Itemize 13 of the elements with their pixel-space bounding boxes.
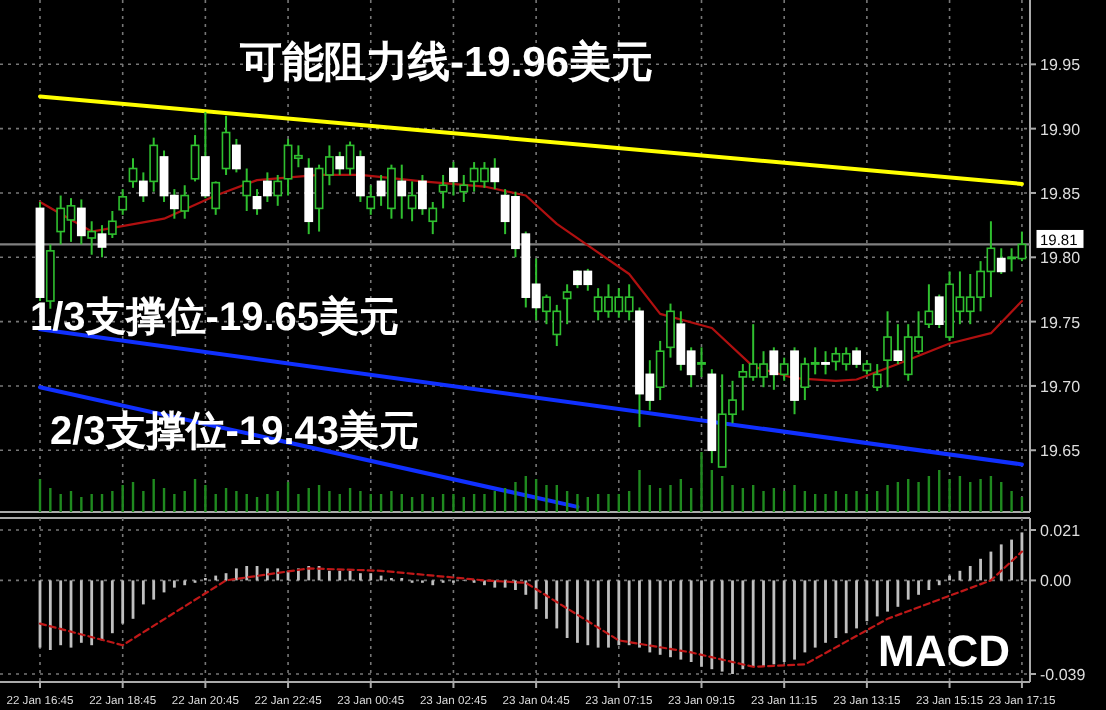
y-tick-label: 0.00	[1040, 572, 1073, 591]
text: MACD	[878, 626, 1010, 676]
y-tick-label: 19.95	[1040, 56, 1082, 75]
y-tick-label: 19.85	[1040, 184, 1082, 203]
y-tick-label: 19.90	[1040, 120, 1082, 139]
y-tick-label: 19.75	[1040, 313, 1082, 332]
series-label: 1/3支撑位-19.65美元	[30, 296, 400, 340]
series-label: 可能阻力线-19.96美元	[240, 40, 654, 86]
y-tick-label: -0.039	[1040, 666, 1087, 684]
y-tick-label: 19.70	[1040, 377, 1082, 396]
y-tick-label: 19.80	[1040, 249, 1082, 268]
y-tick-label: 19.65	[1040, 442, 1082, 461]
y-tick-label: 0.021	[1040, 522, 1082, 540]
